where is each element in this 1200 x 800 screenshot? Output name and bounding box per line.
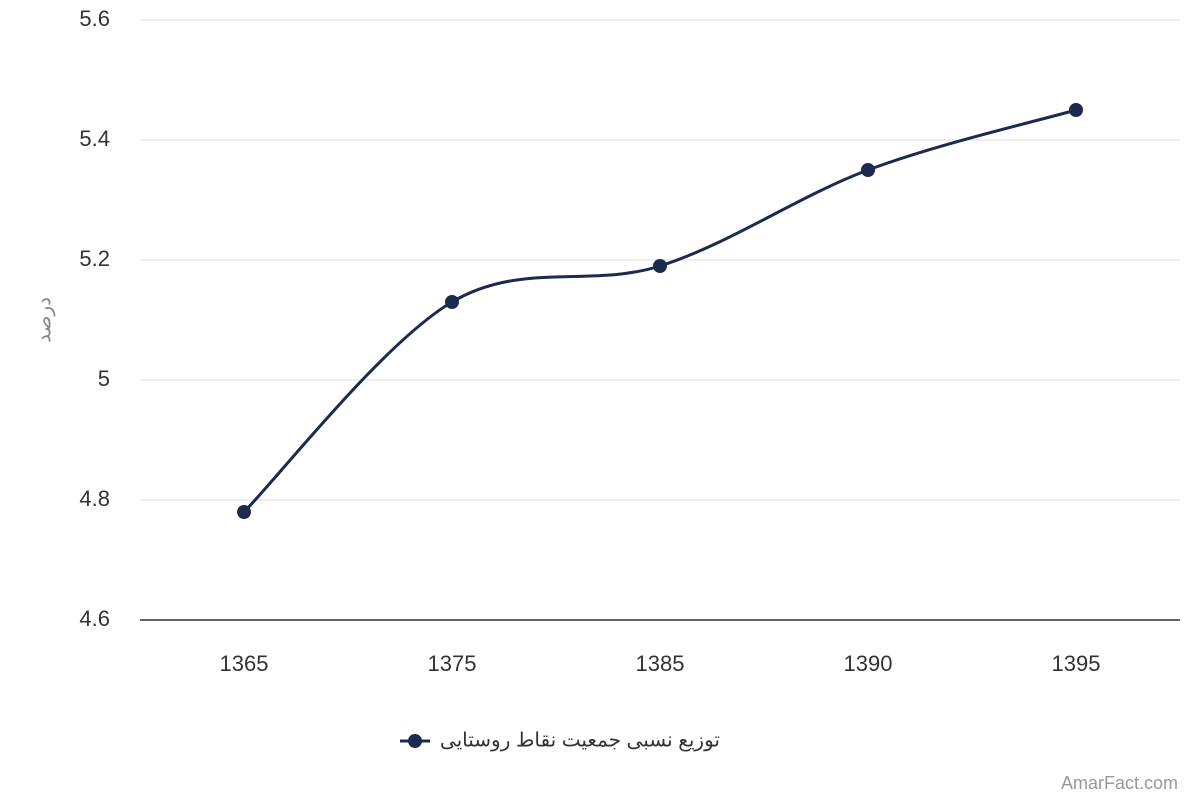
x-tick-label: 1395 bbox=[1052, 651, 1101, 676]
y-tick-label: 5.6 bbox=[79, 6, 110, 31]
y-tick-label: 4.8 bbox=[79, 486, 110, 511]
point bbox=[445, 295, 459, 309]
series-line bbox=[242, 108, 1077, 514]
x-tick-label: 1375 bbox=[428, 651, 477, 676]
legend-label: توزیع نسبی جمعیت نقاط روستایی bbox=[440, 729, 720, 751]
x-tick-label: 1390 bbox=[844, 651, 893, 676]
credit: AmarFact.com bbox=[1061, 773, 1178, 793]
y-tick-label: 5 bbox=[98, 366, 110, 391]
y-tick-label: 5.4 bbox=[79, 126, 110, 151]
point bbox=[653, 259, 667, 273]
y-tick-label: 4.6 bbox=[79, 606, 110, 631]
x-tick-label: 1385 bbox=[636, 651, 685, 676]
point bbox=[1069, 103, 1083, 117]
point bbox=[237, 505, 251, 519]
y-tick-label: 5.2 bbox=[79, 246, 110, 271]
x-tick-label: 1365 bbox=[220, 651, 269, 676]
legend-swatch bbox=[408, 734, 422, 748]
y-axis-label: درصد bbox=[33, 297, 55, 343]
point bbox=[861, 163, 875, 177]
